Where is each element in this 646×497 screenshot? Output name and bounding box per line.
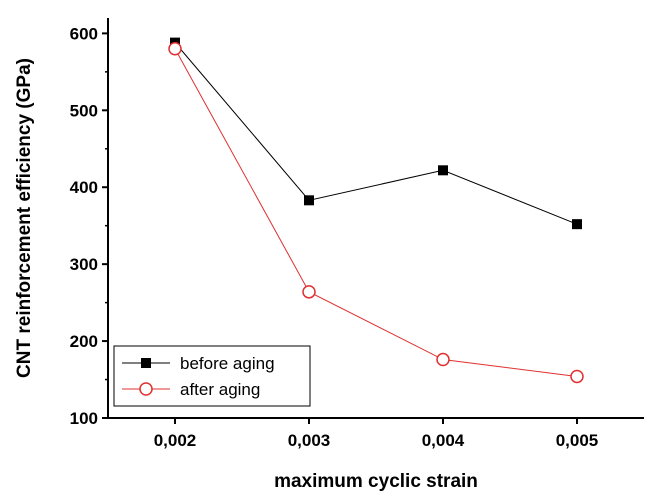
y-tick-label: 500 (70, 101, 98, 120)
data-point-circle (302, 285, 316, 299)
legend-entry: before aging (122, 354, 275, 373)
legend: before aging after aging (113, 345, 311, 407)
series-0 (170, 37, 582, 230)
x-tick-label: 0,005 (556, 431, 599, 450)
data-point-square (304, 195, 314, 206)
data-point-square (438, 165, 448, 176)
y-tick-label: 100 (70, 409, 98, 428)
legend-box (113, 345, 311, 407)
series-1 (168, 42, 584, 384)
data-point-circle (570, 369, 584, 384)
series-line (174, 48, 578, 377)
y-tick-label: 400 (70, 178, 98, 197)
y-tick-label: 200 (70, 332, 98, 351)
x-axis-title: maximum cyclic strain (274, 471, 478, 492)
series-line (174, 42, 578, 225)
legend-label: before aging (180, 354, 275, 373)
series-layer (168, 37, 584, 384)
data-point-circle (436, 352, 450, 367)
legend-marker-square (141, 358, 151, 368)
x-tick-label: 0,002 (154, 431, 197, 450)
data-point-circle (168, 42, 182, 56)
x-tick-label: 0,003 (288, 431, 331, 450)
y-axis-title: CNT reinforcement efficiency (GPa) (14, 58, 35, 378)
y-tick-label: 600 (70, 24, 98, 43)
x-tick-label: 0,004 (422, 431, 465, 450)
legend-marker-circle (139, 382, 153, 396)
legend-entry: after aging (122, 380, 260, 399)
data-point-square (572, 219, 582, 230)
legend-label: after aging (180, 380, 260, 399)
axes: 100 200 300 400 500 600 0,002 0,003 0,004 0,005 (70, 18, 644, 450)
y-tick-label: 300 (70, 255, 98, 274)
